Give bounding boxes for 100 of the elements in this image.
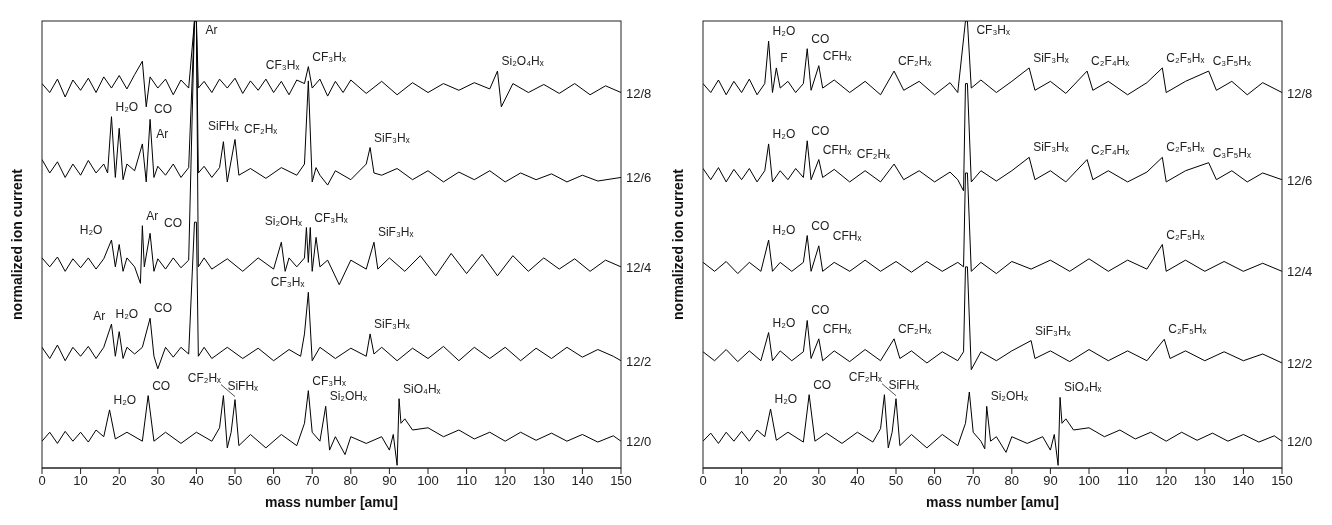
- series-label: 12/4: [626, 259, 652, 275]
- annotation: CFHₓ: [832, 228, 862, 243]
- annotation: CF₃Hₓ: [312, 373, 346, 388]
- annotation: CO: [164, 216, 183, 231]
- annotation: SiO₄Hₓ: [1064, 380, 1102, 395]
- series-label: 12/8: [1287, 85, 1313, 101]
- annotation: Si₂OHₓ: [990, 389, 1029, 404]
- x-tick-label: 100: [417, 473, 439, 489]
- x-tick-label: 130: [1193, 473, 1216, 489]
- x-tick-label: 120: [494, 473, 517, 489]
- annotation: CFHₓ: [822, 48, 852, 63]
- annotation: CO: [154, 102, 173, 117]
- x-tick-label: 80: [1004, 473, 1020, 489]
- x-tick-label: 70: [304, 473, 320, 489]
- annotation: Ar: [93, 308, 106, 323]
- annotation: C₂F₅Hₓ: [1166, 50, 1205, 65]
- x-tick-label: 30: [811, 473, 827, 489]
- series-label: 12/2: [626, 353, 652, 369]
- annotation: CF₃Hₓ: [265, 57, 300, 72]
- x-tick-label: 40: [850, 473, 865, 489]
- annotation: CO: [811, 218, 830, 233]
- annotation: CF₂Hₓ: [187, 370, 222, 385]
- annotation: H₂O: [772, 223, 796, 238]
- series-label: 12/8: [626, 85, 652, 101]
- annotation: CF₂Hₓ: [856, 147, 891, 162]
- annotation: Ar: [205, 23, 218, 37]
- annotation: Si₂O₄Hₓ: [501, 54, 544, 69]
- annotation: Ar: [146, 208, 159, 223]
- annotation: SiF₃Hₓ: [377, 225, 414, 240]
- x-axis-title: mass number [amu]: [925, 494, 1060, 510]
- annotation: C₃F₅Hₓ: [1212, 145, 1252, 160]
- x-tick-label: 80: [343, 473, 359, 489]
- annotation: C₂F₅Hₓ: [1168, 322, 1207, 337]
- annotation: CFHₓ: [822, 142, 852, 157]
- x-tick-label: 70: [965, 473, 981, 489]
- annotation: CO: [152, 378, 171, 393]
- annotation: F: [780, 50, 788, 65]
- x-tick-label: 20: [772, 473, 788, 489]
- x-axis-title: mass number [amu]: [264, 494, 399, 510]
- x-tick-label: 60: [266, 473, 281, 489]
- x-tick-label: 0: [38, 473, 46, 489]
- annotation: CO: [813, 377, 832, 392]
- annotation: H₂O: [115, 99, 139, 114]
- annotation: H₂O: [774, 392, 798, 406]
- annotation: Si₂OHₓ: [329, 389, 368, 404]
- annotation: CO: [811, 31, 830, 46]
- series-label: 12/6: [626, 170, 652, 186]
- x-tick-label: 130: [532, 473, 555, 489]
- annotation: SiFHₓ: [227, 378, 259, 393]
- annotation: SiO₄Hₓ: [403, 381, 441, 396]
- annotation: SiF₃Hₓ: [374, 130, 410, 145]
- annotation: CF₃Hₓ: [312, 49, 346, 64]
- x-tick-label: 120: [1155, 473, 1178, 489]
- x-tick-label: 0: [699, 473, 707, 489]
- annotation: H₂O: [79, 223, 103, 238]
- x-tick-label: 140: [571, 473, 594, 489]
- annotation: CF₃Hₓ: [270, 275, 305, 290]
- annotation: Ar: [156, 126, 169, 141]
- annotation: H₂O: [113, 392, 137, 407]
- series-label: 12/2: [1287, 355, 1313, 371]
- x-tick-label: 20: [111, 473, 127, 489]
- annotation: SiF₃Hₓ: [1035, 323, 1071, 338]
- x-tick-label: 90: [1043, 473, 1058, 489]
- x-tick-label: 150: [1271, 473, 1293, 489]
- x-tick-label: 10: [73, 473, 88, 489]
- annotation: CO: [811, 123, 830, 138]
- x-tick-label: 30: [150, 473, 166, 489]
- annotation: H₂O: [115, 307, 139, 322]
- series-label: 12/0: [1287, 434, 1313, 450]
- x-tick-label: 50: [227, 473, 243, 489]
- annotation: CFHₓ: [822, 321, 852, 336]
- annotation: C₃F₅Hₓ: [1212, 54, 1252, 69]
- annotation: CF₃Hₓ: [976, 23, 1010, 37]
- x-tick-label: 10: [734, 473, 749, 489]
- x-tick-label: 100: [1078, 473, 1100, 489]
- annotation: SiFHₓ: [208, 118, 239, 133]
- annotation: Si₂OHₓ: [264, 214, 303, 229]
- annotation: C₂F₅Hₓ: [1166, 227, 1205, 242]
- annotation: CF₂Hₓ: [244, 122, 278, 137]
- annotation: CO: [154, 301, 173, 316]
- annotation: C₂F₄Hₓ: [1091, 142, 1130, 157]
- y-axis-title: normalized ion current: [670, 168, 686, 320]
- series-label: 12/4: [1287, 264, 1313, 280]
- annotation: SiF₃Hₓ: [374, 316, 410, 331]
- x-tick-label: 110: [456, 473, 477, 489]
- annotation: CO: [811, 303, 830, 318]
- x-tick-label: 60: [927, 473, 942, 489]
- annotation: CF₃Hₓ: [314, 210, 348, 225]
- x-tick-label: 40: [189, 473, 204, 489]
- annotation: H₂O: [772, 126, 796, 141]
- x-tick-label: 90: [382, 473, 397, 489]
- annotation: H₂O: [772, 24, 796, 39]
- annotation: C₂F₅Hₓ: [1166, 140, 1205, 155]
- annotation: CF₂Hₓ: [848, 369, 883, 384]
- series-label: 12/0: [626, 434, 652, 450]
- series-label: 12/6: [1287, 172, 1313, 188]
- x-tick-label: 110: [1117, 473, 1138, 489]
- annotation: CF₂Hₓ: [898, 321, 932, 336]
- x-tick-label: 140: [1232, 473, 1255, 489]
- y-axis-title: normalized ion current: [9, 168, 25, 320]
